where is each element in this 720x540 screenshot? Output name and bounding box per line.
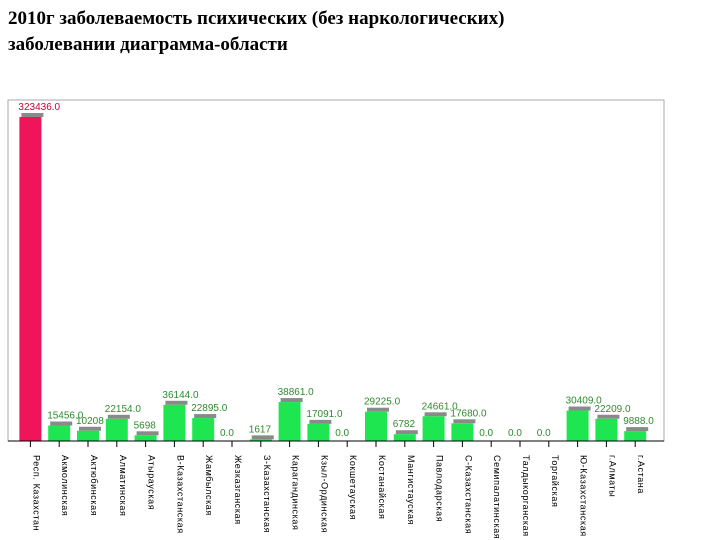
- bar-0: [19, 117, 42, 441]
- bar-13: [393, 434, 416, 441]
- page-title: 2010г заболеваемость психических (без на…: [8, 6, 708, 58]
- value-label-20: 22209.0: [594, 404, 631, 415]
- value-label-18: 0.0: [537, 428, 551, 439]
- bar-19: [566, 410, 589, 441]
- bar-20: [595, 418, 618, 441]
- category-label-1: Акмолинская: [60, 455, 70, 516]
- bar-top-3: [107, 414, 130, 419]
- bar-top-13: [395, 430, 418, 435]
- value-label-9: 38861.0: [278, 387, 315, 398]
- value-label-1: 15456.0: [47, 411, 84, 422]
- value-label-13: 6782: [393, 419, 416, 430]
- category-label-3: Алматинская: [118, 455, 128, 516]
- category-label-13: Мангистауская: [406, 455, 416, 525]
- bar-top-14: [424, 412, 447, 417]
- value-label-19: 30409.0: [566, 396, 603, 407]
- category-label-19: Ю-Казахстанская: [579, 455, 589, 537]
- category-label-20: г.Алматы: [607, 455, 617, 497]
- bar-6: [192, 418, 215, 441]
- value-label-5: 36144.0: [162, 390, 199, 401]
- category-label-0: Респ. Казахстан: [31, 455, 41, 531]
- bar-top-19: [568, 406, 591, 411]
- category-label-18: Торгайская: [550, 455, 560, 507]
- bar-5: [163, 404, 186, 441]
- category-label-14: Павлодарская: [435, 455, 445, 522]
- value-label-10: 17091.0: [306, 409, 343, 420]
- bar-top-20: [597, 414, 620, 419]
- bar-top-12: [367, 407, 389, 412]
- value-label-17: 0.0: [508, 428, 522, 439]
- value-label-0: 323436.0: [18, 102, 60, 113]
- category-label-17: Талдыкорганская: [521, 455, 531, 537]
- bar-4: [134, 435, 157, 441]
- category-label-9: Карагандинская: [291, 455, 301, 530]
- bar-top-8: [251, 435, 274, 440]
- value-label-2: 10208: [76, 416, 104, 427]
- bar-12: [365, 411, 387, 441]
- value-label-6: 22895.0: [191, 403, 228, 414]
- bar-top-6: [194, 414, 217, 419]
- category-label-15: С-Казахстанская: [463, 455, 473, 534]
- category-label-10: Кзыл-Ординская: [319, 455, 329, 533]
- bar-top-15: [453, 419, 476, 424]
- category-label-2: Актюбинская: [89, 455, 99, 516]
- category-label-16: Семипалатинская: [492, 455, 502, 539]
- bar-top-9: [280, 398, 303, 403]
- bar-3: [105, 418, 128, 441]
- plot-frame: [7, 99, 665, 442]
- bar-14: [422, 416, 445, 441]
- title-line-2: заболевании диаграмма-области: [8, 34, 288, 55]
- value-label-12: 29225.0: [364, 397, 401, 408]
- title-line-1: 2010г заболеваемость психических (без на…: [8, 8, 505, 29]
- bar-top-10: [309, 419, 332, 424]
- bar-15: [451, 423, 474, 441]
- category-label-7: Жезказганская: [233, 455, 243, 525]
- bar-1: [48, 425, 71, 441]
- bar-10: [307, 423, 330, 441]
- bar-top-4: [136, 431, 159, 436]
- value-label-21: 9888.0: [623, 416, 654, 427]
- bar-top-0: [21, 113, 44, 117]
- value-label-16: 0.0: [479, 428, 493, 439]
- bar-top-2: [79, 426, 101, 431]
- category-label-4: Атырауская: [147, 455, 157, 510]
- value-label-11: 0.0: [335, 428, 349, 439]
- value-label-7: 0.0: [220, 428, 234, 439]
- bar-top-1: [50, 421, 73, 426]
- category-label-21: г.Астана: [636, 455, 646, 494]
- bar-top-5: [165, 400, 188, 405]
- value-label-15: 17680.0: [450, 408, 487, 419]
- category-label-11: Кокшетауская: [348, 455, 358, 520]
- bar-8: [249, 439, 272, 441]
- category-label-5: В-Казахстанская: [175, 455, 185, 534]
- value-label-3: 22154.0: [105, 404, 142, 415]
- category-label-8: З-Казахстанская: [262, 455, 272, 533]
- category-label-6: Жамбылская: [204, 455, 214, 516]
- bar-2: [77, 430, 99, 441]
- bar-chart: 323436.0 Респ. Казахстан 15456.0 Акмолинска…: [7, 99, 665, 539]
- bar-9: [278, 402, 301, 441]
- value-label-14: 24661.0: [422, 401, 459, 412]
- value-label-8: 1617: [249, 424, 272, 435]
- category-label-12: Костанайская: [377, 455, 387, 520]
- bar-21: [624, 431, 647, 441]
- value-label-4: 5698: [134, 420, 157, 431]
- bar-top-21: [626, 427, 649, 432]
